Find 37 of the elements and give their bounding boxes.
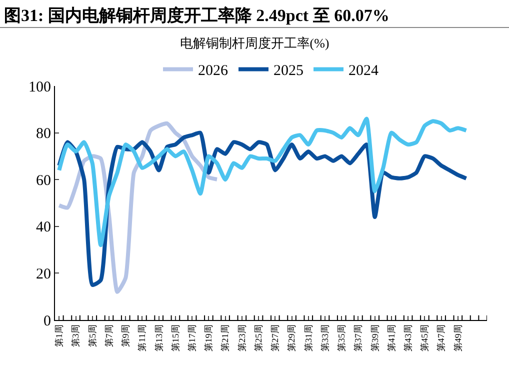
x-tick-label: 第43周: [403, 324, 414, 352]
x-tick-label: 第37周: [353, 324, 364, 352]
x-tick-label: 第15周: [170, 324, 180, 352]
x-tick-label: 第3周: [70, 324, 81, 348]
x-tick-label: 第31周: [303, 324, 314, 352]
x-tick-label: 第35周: [336, 324, 347, 352]
x-tick-label: 第9周: [120, 324, 131, 348]
x-tick-label: 第1周: [54, 324, 64, 348]
x-tick-label: 第13周: [154, 324, 164, 352]
x-tick-label: 第19周: [204, 324, 214, 352]
x-tick-label: 第25周: [253, 324, 264, 352]
x-tick-label: 第49周: [452, 324, 463, 352]
y-tick-label: 80: [36, 126, 51, 142]
x-tick-label: 第7周: [104, 324, 114, 348]
x-tick-label: 第41周: [386, 324, 396, 352]
x-tick-label: 第45周: [420, 324, 430, 352]
x-tick-label: 第47周: [436, 324, 446, 352]
x-tick-label: 第29周: [286, 324, 297, 352]
x-tick-label: 第33周: [320, 324, 330, 352]
y-tick-label: 20: [36, 266, 51, 282]
x-tick-label: 第23周: [236, 324, 247, 352]
y-tick-label: 0: [44, 313, 51, 330]
y-tick-label: 100: [28, 79, 51, 96]
x-tick-label: 第17周: [187, 324, 198, 352]
legend-label: 2024: [348, 63, 379, 80]
y-tick-label: 40: [36, 220, 51, 236]
x-tick-label: 第39周: [370, 324, 380, 352]
chart-subtitle: 电解铜制杆周度开工率(%): [180, 36, 330, 51]
y-tick-label: 60: [36, 172, 51, 189]
chart-title: 图31: 国内电解铜杆周度开工率降 2.49pct 至 60.07%: [0, 0, 509, 28]
x-tick-label: 第21周: [220, 324, 230, 352]
line-series: [57, 116, 468, 248]
legend-label: 2025: [274, 63, 304, 80]
legend-label: 2026: [198, 63, 228, 80]
x-tick-label: 第5周: [87, 324, 98, 348]
x-tick-label: 第11周: [137, 324, 148, 352]
x-tick-label: 第27周: [270, 324, 280, 352]
